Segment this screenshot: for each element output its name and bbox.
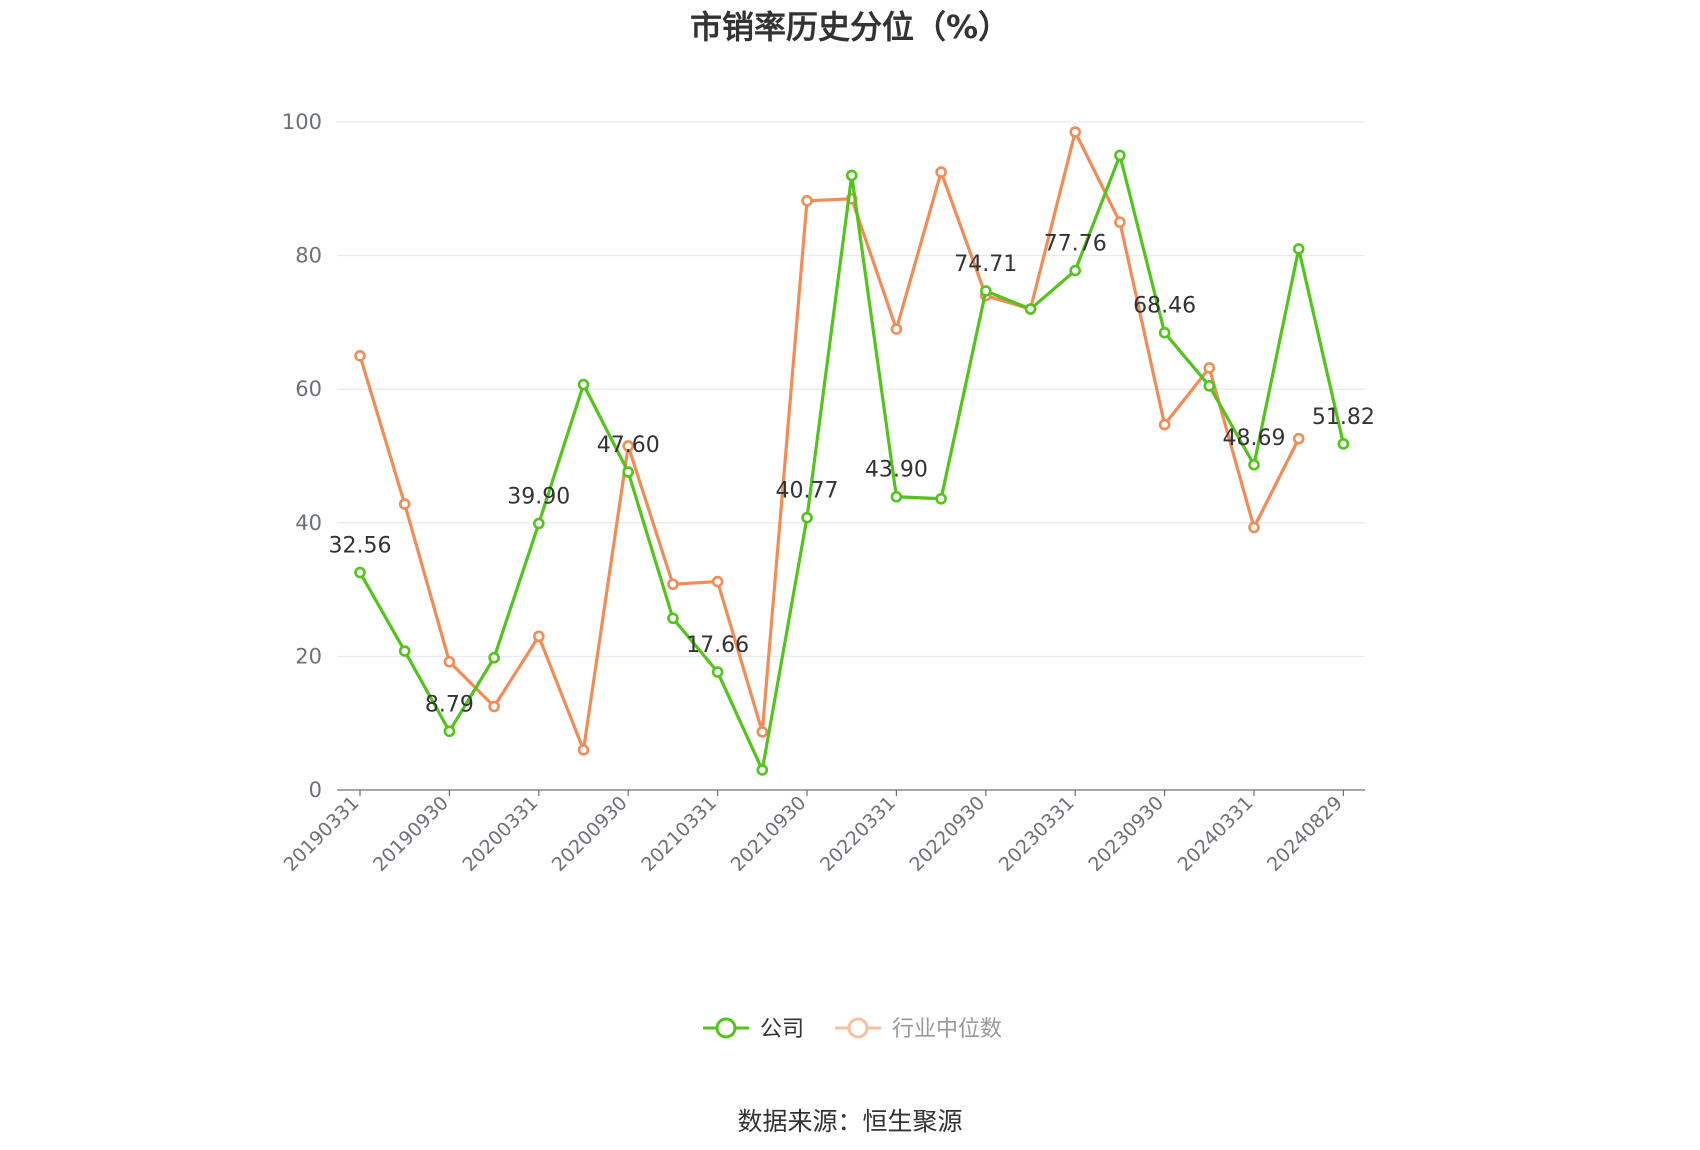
- legend-item-industry-median[interactable]: 行业中位数: [835, 1017, 1002, 1042]
- legend-industry-label: 行业中位数: [892, 1017, 1002, 1042]
- data-point[interactable]: [1114, 216, 1126, 228]
- x-tick-label: 20190930: [369, 792, 453, 876]
- data-point[interactable]: [1114, 149, 1126, 162]
- data-point[interactable]: [890, 323, 903, 335]
- data-point[interactable]: [532, 517, 545, 530]
- data-label: 17.66: [686, 633, 749, 658]
- data-label: 32.56: [329, 533, 392, 558]
- data-point[interactable]: [756, 726, 769, 738]
- data-point[interactable]: [443, 655, 456, 668]
- data-point[interactable]: [488, 700, 500, 713]
- data-point[interactable]: [1337, 438, 1350, 450]
- y-tick-label: 100: [282, 110, 322, 134]
- data-point[interactable]: [711, 666, 724, 678]
- x-tick-label: 20190331: [280, 792, 364, 876]
- data-point[interactable]: [398, 498, 411, 510]
- legend-company-label: 公司: [760, 1017, 804, 1042]
- data-point[interactable]: [577, 744, 590, 756]
- data-point[interactable]: [622, 466, 635, 478]
- data-point[interactable]: [979, 285, 992, 297]
- legend-industry-marker: [847, 1017, 869, 1039]
- data-point[interactable]: [622, 440, 635, 452]
- data-point[interactable]: [801, 195, 813, 207]
- x-tick-label: 20230930: [1084, 792, 1168, 876]
- legend-company-marker: [715, 1017, 737, 1039]
- y-tick-label: 60: [295, 377, 322, 401]
- y-tick-label: 20: [295, 644, 322, 668]
- x-tick-label: 20200930: [548, 792, 632, 876]
- data-point[interactable]: [935, 492, 947, 505]
- data-label: 40.77: [776, 479, 839, 504]
- data-label: 43.90: [865, 458, 928, 483]
- data-label: 48.69: [1223, 426, 1286, 451]
- data-point[interactable]: [443, 725, 456, 738]
- y-tick-label: 0: [309, 778, 322, 802]
- data-point[interactable]: [532, 630, 545, 643]
- data-point[interactable]: [1248, 521, 1260, 534]
- data-point[interactable]: [1069, 264, 1081, 277]
- data-point[interactable]: [890, 490, 903, 503]
- data-point[interactable]: [845, 169, 858, 182]
- data-point[interactable]: [398, 645, 411, 657]
- data-label: 74.71: [954, 252, 1017, 277]
- x-tick-label: 20220331: [816, 792, 900, 876]
- legend[interactable]: 公司 行业中位数: [703, 1017, 1002, 1042]
- data-point[interactable]: [1248, 458, 1260, 471]
- data-point[interactable]: [935, 166, 947, 178]
- data-point[interactable]: [667, 612, 679, 625]
- y-tick-label: 40: [295, 511, 322, 535]
- data-point[interactable]: [711, 575, 724, 588]
- data-point[interactable]: [1292, 243, 1305, 255]
- grid-lines: [337, 121, 1365, 657]
- data-point[interactable]: [1203, 362, 1216, 374]
- data-label: 51.82: [1312, 405, 1375, 430]
- data-source-note: 数据来源：恒生聚源: [737, 1107, 962, 1136]
- data-label: 8.79: [425, 692, 474, 717]
- data-label: 47.60: [597, 433, 660, 458]
- x-tick-label: 20230331: [995, 792, 1079, 876]
- data-point[interactable]: [1158, 326, 1171, 339]
- data-label: 39.90: [507, 484, 570, 509]
- data-point[interactable]: [354, 566, 366, 579]
- data-labels: 32.56 8.79 39.90 47.60 17.66 40.77 43.90 74.71 7…: [329, 232, 1375, 718]
- data-point[interactable]: [667, 578, 679, 591]
- data-point[interactable]: [801, 511, 813, 524]
- data-point[interactable]: [756, 764, 769, 776]
- legend-item-company[interactable]: 公司: [703, 1017, 804, 1042]
- series-line-industry-median: [358, 130, 1301, 752]
- data-point[interactable]: [1024, 303, 1037, 315]
- data-point[interactable]: [577, 378, 590, 391]
- x-tick-label: 20240331: [1174, 792, 1258, 876]
- x-tick-label: 20210930: [727, 792, 811, 876]
- data-point[interactable]: [488, 651, 500, 664]
- chart-title: 市销率历史分位（%）: [690, 8, 1010, 46]
- data-point[interactable]: [1292, 432, 1305, 445]
- x-tick-label: 20220930: [905, 792, 989, 876]
- series-line-company: [358, 153, 1345, 772]
- x-tick-label: 20210331: [637, 792, 721, 876]
- y-tick-label: 80: [295, 244, 322, 268]
- data-point[interactable]: [1203, 380, 1216, 392]
- data-point[interactable]: [1069, 126, 1081, 138]
- series-lines: [354, 126, 1350, 776]
- x-tick-label: 20200331: [458, 792, 542, 876]
- x-tick-label: 20240829: [1263, 792, 1347, 876]
- data-label: 77.76: [1044, 232, 1107, 257]
- data-point[interactable]: [354, 349, 366, 362]
- data-label: 68.46: [1133, 294, 1196, 319]
- data-point[interactable]: [1158, 418, 1171, 431]
